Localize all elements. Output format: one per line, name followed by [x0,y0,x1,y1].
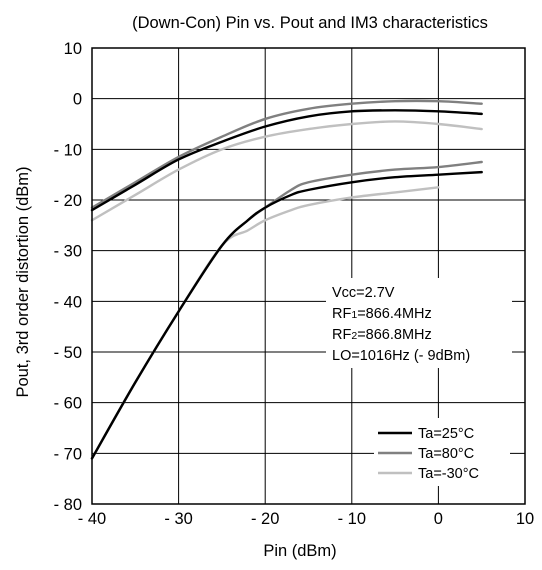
series-line-25c-pout [90,109,483,212]
legend-label-25c: Ta=25°C [418,426,474,442]
y-tick-label: - 10 [54,141,82,159]
y-tick-label: 10 [64,40,82,58]
legend: Ta=25°C Ta=80°C Ta=-30°C [374,418,510,486]
annotation-rf1: RF1=866.4MHz [332,306,432,322]
annotation-box [326,278,512,368]
x-tick-label: - 20 [251,510,279,528]
annotation-rf2: RF2=866.8MHz [332,327,432,343]
series-line-80c-pout [90,99,483,209]
legend-label-minus30c: Ta=-30°C [418,466,479,482]
x-tick-label: 0 [434,510,443,528]
x-axis-label: Pin (dBm) [263,542,336,560]
y-tick-label: - 60 [54,395,82,413]
y-axis-label: Pout, 3rd order distortion (dBm) [14,166,32,397]
y-tick-label: - 40 [54,293,82,311]
annotation-lo: LO=1016Hz (- 9dBm) [332,348,470,364]
x-tick-label: 10 [516,510,534,528]
series-lines [90,99,483,460]
plot-frame [91,47,526,505]
y-tick-label: 0 [73,91,82,109]
series-line-minus30c-pout [90,120,483,222]
x-tick-label: - 30 [164,510,192,528]
x-tick-label: - 10 [338,510,366,528]
x-tick-label: - 40 [78,510,106,528]
y-tick-label: - 70 [54,445,82,463]
y-tick-label: - 50 [54,344,82,362]
annotation-vcc: Vcc=2.7V [332,285,395,301]
y-tick-label: - 30 [54,243,82,261]
legend-label-80c: Ta=80°C [418,446,474,462]
series-line-25c-im3 [90,170,483,460]
y-tick-label: - 20 [54,192,82,210]
chart-title: (Down-Con) Pin vs. Pout and IM3 characte… [132,14,488,32]
y-tick-label: - 80 [54,496,82,514]
